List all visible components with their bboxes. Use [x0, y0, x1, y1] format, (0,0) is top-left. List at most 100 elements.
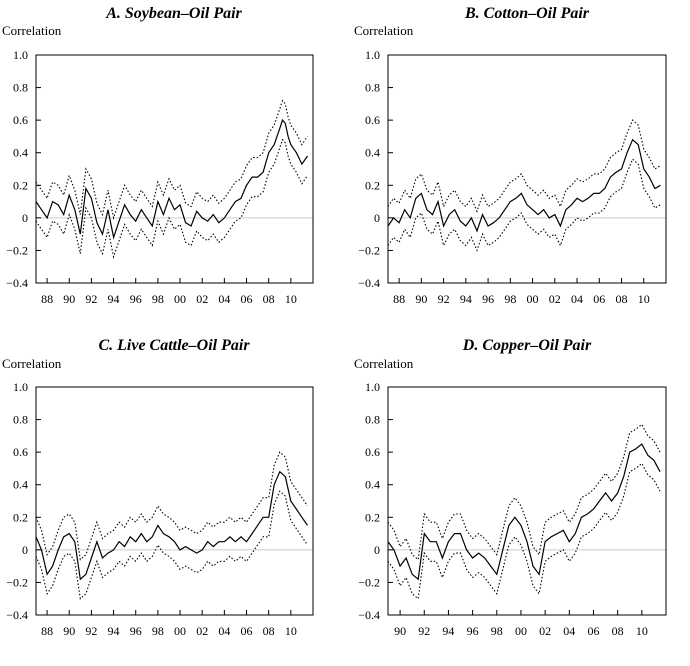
y-axis-label: Correlation [354, 23, 414, 38]
upper-band-line [388, 120, 660, 211]
y-tick-label: 0 [22, 211, 28, 225]
x-tick-label: 96 [467, 624, 479, 638]
x-tick-label: 08 [616, 292, 628, 306]
x-tick-label: 94 [108, 292, 120, 306]
y-tick-label: 0.4 [13, 478, 28, 492]
correlation-line [388, 140, 660, 231]
y-tick-label: 0.2 [365, 178, 380, 192]
plot-frame [388, 55, 666, 283]
x-tick-label: 90 [394, 624, 406, 638]
x-tick-label: 00 [174, 624, 186, 638]
x-tick-label: 02 [196, 292, 208, 306]
y-tick-label: −0.4 [6, 608, 28, 622]
x-tick-label: 04 [563, 624, 575, 638]
y-tick-label: 1.0 [13, 48, 28, 62]
y-tick-label: 0.2 [13, 178, 28, 192]
y-tick-label: 0.4 [365, 478, 380, 492]
y-tick-label: 0.8 [13, 413, 28, 427]
y-tick-label: 1.0 [13, 380, 28, 394]
x-tick-label: 00 [515, 624, 527, 638]
x-tick-label: 00 [527, 292, 539, 306]
lower-band-line [388, 159, 660, 250]
x-tick-label: 96 [482, 292, 494, 306]
x-tick-label: 04 [571, 292, 583, 306]
y-tick-label: 0.6 [13, 445, 28, 459]
x-tick-label: 94 [442, 624, 454, 638]
y-tick-label: 0.2 [365, 510, 380, 524]
x-tick-label: 90 [415, 292, 427, 306]
x-tick-label: 90 [63, 624, 75, 638]
correlation-line [36, 472, 308, 580]
plot-frame [388, 387, 666, 615]
x-tick-label: 04 [218, 624, 230, 638]
x-tick-label: 92 [85, 624, 97, 638]
y-tick-label: −0.4 [358, 276, 380, 290]
x-tick-label: 88 [393, 292, 405, 306]
x-tick-label: 92 [438, 292, 450, 306]
y-tick-label: 0.4 [13, 146, 28, 160]
x-tick-label: 92 [85, 292, 97, 306]
x-tick-label: 02 [549, 292, 561, 306]
y-tick-label: 0 [374, 543, 380, 557]
x-tick-label: 04 [218, 292, 230, 306]
y-tick-label: 0.6 [365, 113, 380, 127]
chart-title: C. Live Cattle–Oil Pair [98, 337, 250, 354]
x-tick-label: 96 [130, 292, 142, 306]
x-tick-label: 94 [108, 624, 120, 638]
chart-title: A. Soybean–Oil Pair [105, 5, 242, 22]
y-tick-label: 0.6 [365, 445, 380, 459]
y-tick-label: 0 [22, 543, 28, 557]
x-tick-label: 98 [152, 624, 164, 638]
x-tick-label: 02 [196, 624, 208, 638]
y-tick-label: 1.0 [365, 48, 380, 62]
chart-panel-2: B. Cotton–Oil Pair Correlation 1.0 0.8 0.6 0.… [354, 5, 666, 306]
x-tick-label: 10 [285, 624, 297, 638]
y-tick-label: 0.8 [365, 81, 380, 95]
chart-panel-4: D. Copper–Oil Pair Correlation 1.0 0.8 0.6 0.… [354, 337, 666, 638]
x-tick-label: 06 [593, 292, 605, 306]
x-tick-label: 88 [41, 624, 53, 638]
x-tick-label: 08 [263, 624, 275, 638]
x-tick-label: 92 [418, 624, 430, 638]
x-tick-label: 10 [285, 292, 297, 306]
x-tick-label: 98 [491, 624, 503, 638]
chart-title: D. Copper–Oil Pair [462, 337, 592, 354]
y-tick-label: −0.2 [6, 575, 28, 589]
chart-title: B. Cotton–Oil Pair [464, 5, 590, 22]
x-tick-label: 08 [263, 292, 275, 306]
y-axis-label: Correlation [354, 356, 414, 371]
y-tick-label: −0.2 [358, 243, 380, 257]
x-tick-label: 90 [63, 292, 75, 306]
chart-panel-3: C. Live Cattle–Oil Pair Correlation 1.0 0.8… [2, 337, 313, 638]
y-tick-label: −0.2 [358, 575, 380, 589]
x-tick-label: 10 [636, 624, 648, 638]
y-axis-label: Correlation [2, 356, 62, 371]
x-tick-label: 10 [638, 292, 650, 306]
x-tick-label: 96 [130, 624, 142, 638]
x-tick-label: 08 [612, 624, 624, 638]
y-tick-label: 0.2 [13, 510, 28, 524]
y-tick-label: −0.4 [358, 608, 380, 622]
y-tick-label: −0.2 [6, 243, 28, 257]
y-axis-label: Correlation [2, 23, 62, 38]
y-tick-label: −0.4 [6, 276, 28, 290]
y-tick-label: 0 [374, 211, 380, 225]
upper-band-line [36, 452, 308, 559]
lower-band-line [388, 464, 660, 599]
y-tick-label: 0.8 [365, 413, 380, 427]
x-tick-label: 88 [41, 292, 53, 306]
x-tick-label: 06 [587, 624, 599, 638]
x-tick-label: 02 [539, 624, 551, 638]
y-tick-label: 0.4 [365, 146, 380, 160]
x-tick-label: 94 [460, 292, 472, 306]
y-tick-label: 1.0 [365, 380, 380, 394]
y-tick-label: 0.6 [13, 113, 28, 127]
x-tick-label: 06 [241, 624, 253, 638]
x-tick-label: 00 [174, 292, 186, 306]
x-tick-label: 98 [504, 292, 516, 306]
x-tick-label: 98 [152, 292, 164, 306]
chart-panel-1: A. Soybean–Oil Pair Correlation 1.0 0.8 0.6 0… [2, 5, 313, 306]
y-tick-label: 0.8 [13, 81, 28, 95]
